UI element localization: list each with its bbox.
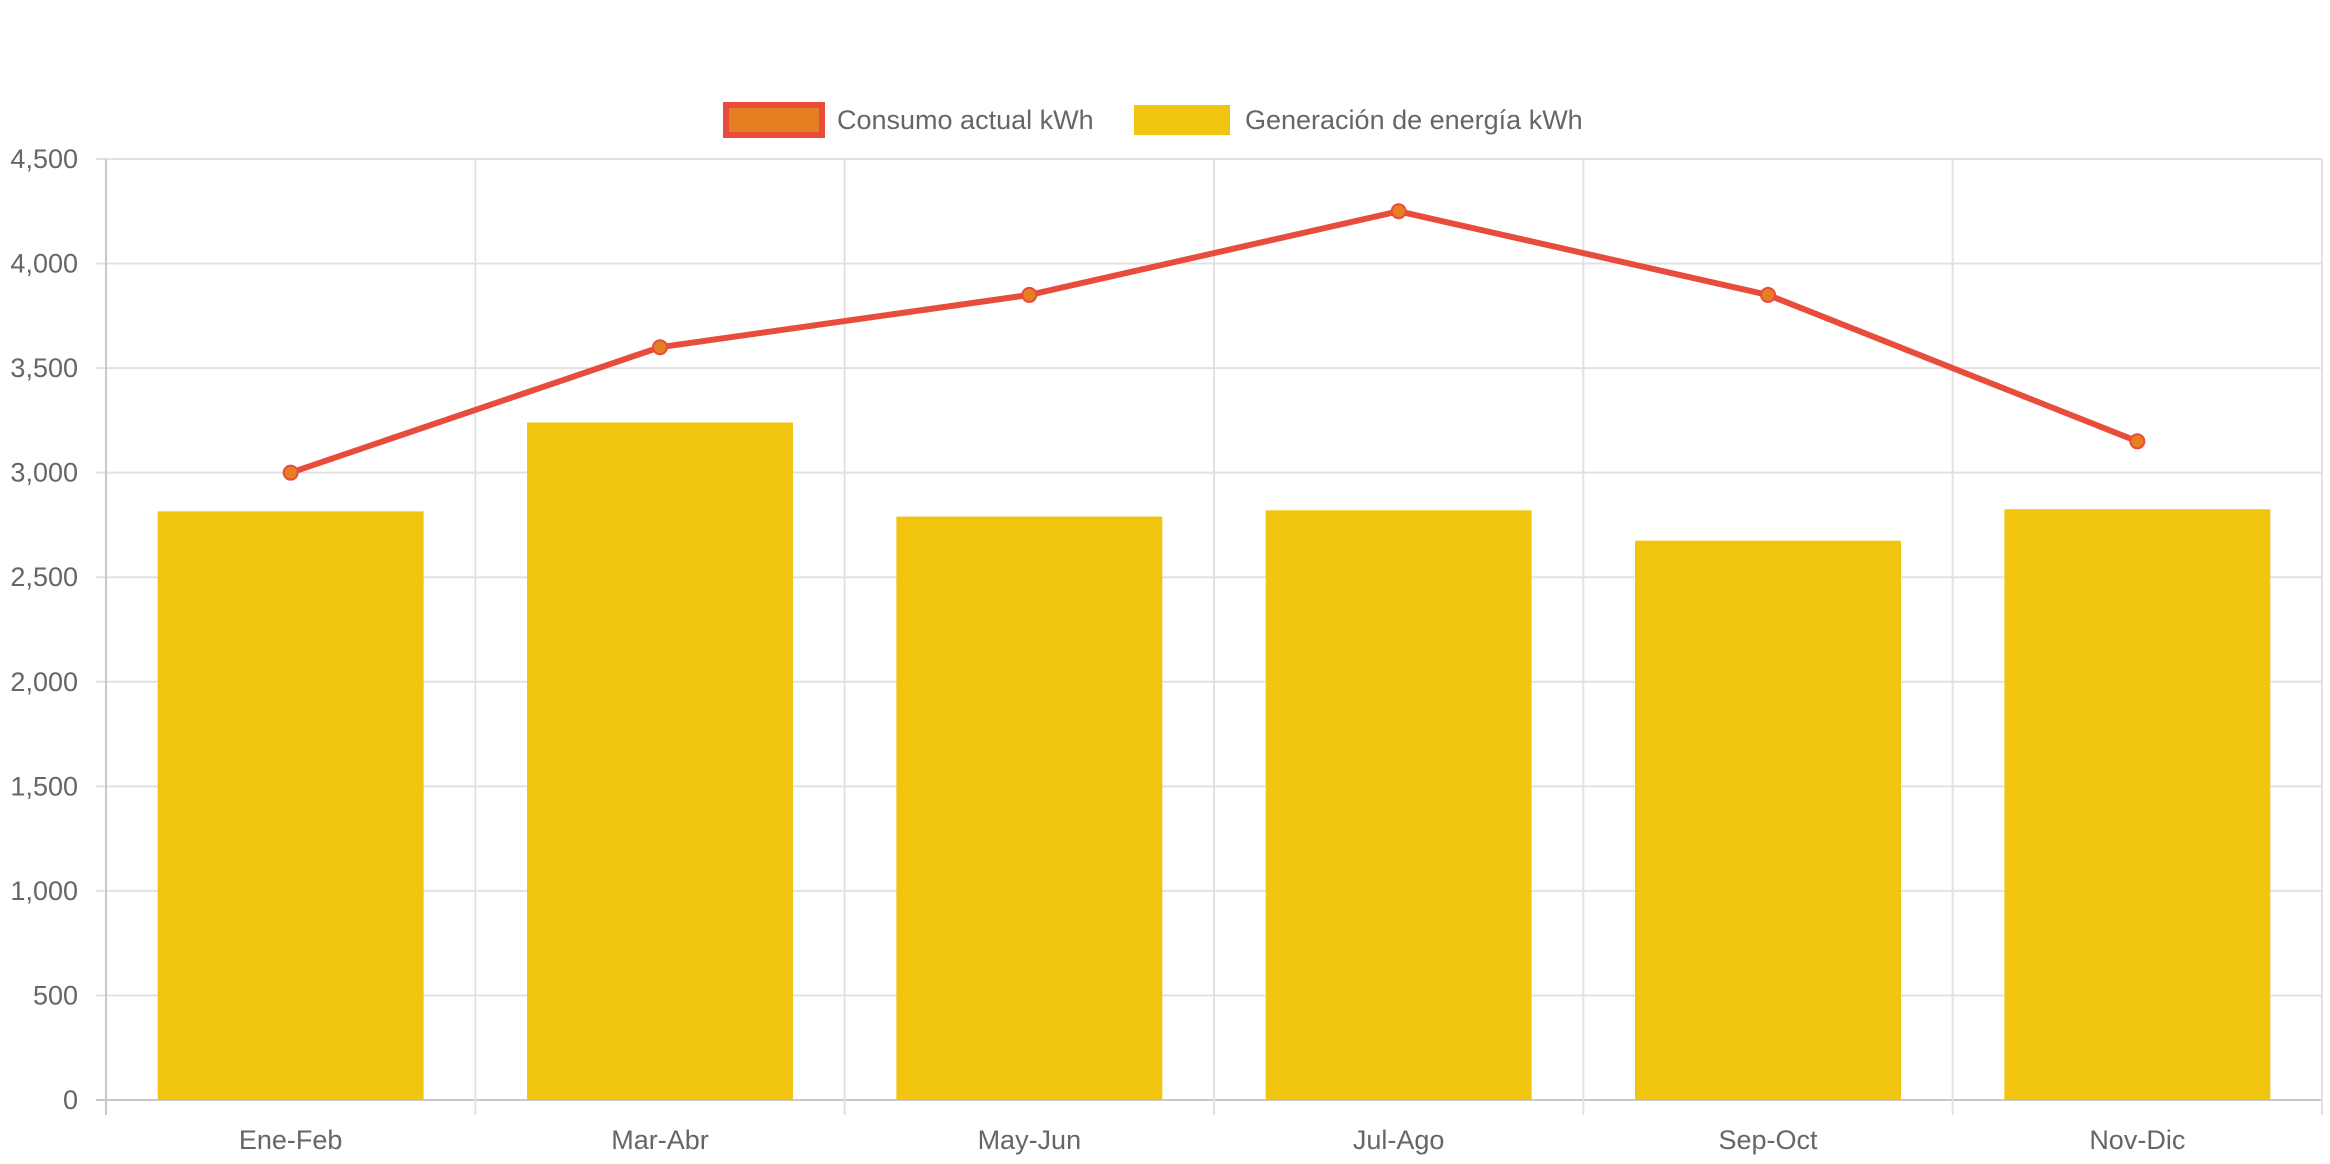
y-tick-label: 500 xyxy=(33,980,78,1010)
bar-generacion[interactable] xyxy=(157,511,424,1100)
legend-label-consumo: Consumo actual kWh xyxy=(837,105,1094,135)
y-tick-label: 0 xyxy=(63,1085,78,1115)
legend-swatch-bar xyxy=(1134,105,1230,135)
y-tick-label: 1,500 xyxy=(10,771,78,801)
point-consumo[interactable] xyxy=(652,339,668,356)
y-tick-label: 1,000 xyxy=(10,876,78,906)
y-tick-label: 3,000 xyxy=(10,458,78,488)
y-tick-label: 2,000 xyxy=(10,667,78,697)
x-tick-label: May-Jun xyxy=(978,1125,1082,1155)
bar-generacion[interactable] xyxy=(896,516,1163,1100)
y-tick-label: 4,000 xyxy=(10,249,78,279)
x-tick-label: Ene-Feb xyxy=(239,1125,343,1155)
x-tick-label: Nov-Dic xyxy=(2089,1125,2185,1155)
x-tick-label: Sep-Oct xyxy=(1718,1125,1818,1155)
y-tick-label: 2,500 xyxy=(10,562,78,592)
x-axis-ticks: Ene-Feb Mar-Abr May-Jun Jul-Ago Sep-Oct Nov-D… xyxy=(239,1125,2185,1155)
bar-series xyxy=(157,422,2271,1101)
y-axis-ticks: 0 500 1,000 1,500 2,000 2,500 3,000 3,500 4,000 4… xyxy=(10,144,78,1115)
legend[interactable]: Consumo actual kWh Generación de energía… xyxy=(723,102,1583,138)
legend-swatch-line xyxy=(723,102,825,138)
legend-label-generacion: Generación de energía kWh xyxy=(1245,105,1583,135)
x-tick-label: Mar-Abr xyxy=(611,1125,709,1155)
point-consumo[interactable] xyxy=(1021,286,1038,303)
legend-item-generacion[interactable]: Generación de energía kWh xyxy=(1134,105,1583,135)
y-tick-label: 4,500 xyxy=(10,144,78,174)
bar-generacion[interactable] xyxy=(527,422,793,1101)
point-consumo[interactable] xyxy=(1760,286,1776,303)
y-tick-label: 3,500 xyxy=(10,353,78,383)
line-consumo xyxy=(289,208,2139,476)
x-tick-label: Jul-Ago xyxy=(1353,1125,1445,1155)
point-consumo[interactable] xyxy=(282,464,299,481)
line-series xyxy=(282,203,2146,481)
bar-generacion[interactable] xyxy=(1265,510,1532,1101)
legend-item-consumo[interactable]: Consumo actual kWh xyxy=(723,102,1094,138)
point-consumo[interactable] xyxy=(1390,203,1407,220)
bar-generacion[interactable] xyxy=(2004,509,2271,1100)
bar-generacion[interactable] xyxy=(1635,540,1901,1100)
point-consumo[interactable] xyxy=(2129,433,2146,450)
grid xyxy=(96,158,2323,1115)
